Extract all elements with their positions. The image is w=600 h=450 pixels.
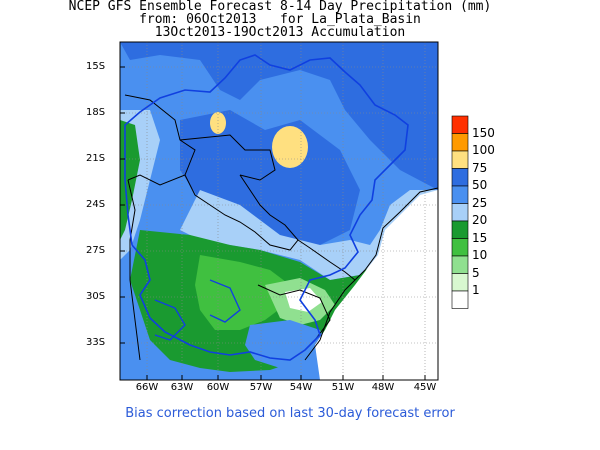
precip-band-50-75-central — [180, 110, 360, 245]
lat-label-18s: 18S — [86, 107, 106, 118]
precip-band-25-50-south — [245, 320, 330, 368]
precip-band-75-100-central — [272, 126, 308, 168]
colorbar-label-75: 75 — [472, 161, 488, 175]
la-plata-basin-outline — [124, 54, 409, 361]
precip-band-20-25-east — [180, 190, 438, 280]
colorbar-swatch-7 — [451, 238, 469, 257]
lon-label-66w: 66W — [135, 382, 159, 393]
colorbar-swatch-2 — [451, 150, 469, 169]
coastline — [304, 187, 439, 361]
graticule — [120, 42, 438, 380]
lon-label-54w: 54W — [289, 382, 313, 393]
colorbar-label-1: 1 — [472, 283, 480, 297]
colorbar-label-100: 100 — [472, 143, 495, 157]
colorbar-swatch-9 — [451, 273, 469, 292]
lat-label-30s: 30S — [86, 291, 106, 302]
colorbar-label-150: 150 — [472, 126, 495, 140]
lat-label-15s: 15S — [86, 61, 106, 72]
lon-label-51w: 51W — [331, 382, 355, 393]
border-uruguay — [257, 284, 331, 341]
sub-basin-outline-sw — [154, 299, 186, 341]
lon-label-60w: 60W — [206, 382, 230, 393]
colorbar-swatch-1 — [451, 133, 469, 152]
lat-label-21s: 21S — [86, 153, 106, 164]
colorbar-label-15: 15 — [472, 231, 488, 245]
border-bolivia-paraguay — [184, 174, 211, 206]
colorbar-swatch-0 — [451, 115, 469, 134]
colorbar-swatch-4 — [451, 185, 469, 204]
colorbar-swatch-6 — [451, 220, 469, 239]
map-title: NCEP GFS Ensemble Forecast 8-14 Day Prec… — [68, 0, 492, 14]
lon-label-48w: 48W — [371, 382, 395, 393]
border-bolivia-brazil — [179, 134, 276, 181]
border-peru-bolivia-chile — [124, 94, 196, 186]
colorbar — [451, 115, 469, 309]
precip-field — [120, 42, 438, 380]
precip-band-10-15 — [195, 255, 290, 330]
lon-label-57w: 57W — [249, 382, 273, 393]
lon-label-63w: 63W — [170, 382, 194, 393]
colorbar-label-10: 10 — [472, 248, 488, 262]
border-chile-argentina — [127, 179, 141, 361]
colorbar-swatch-8 — [451, 255, 469, 274]
map-accumulation-period: 13Oct2013-19Oct2013 Accumulation — [154, 25, 406, 40]
precip-band-50-75-north — [120, 42, 438, 190]
lon-label-45w: 45W — [413, 382, 437, 393]
colorbar-label-25: 25 — [472, 196, 488, 210]
country-borders — [124, 94, 439, 361]
colorbar-swatch-3 — [451, 168, 469, 187]
colorbar-label-20: 20 — [472, 213, 488, 227]
colorbar-label-50: 50 — [472, 178, 488, 192]
colorbar-label-5: 5 — [472, 266, 480, 280]
plot-frame — [119, 41, 439, 381]
lat-label-33s: 33S — [86, 337, 106, 348]
axis-ticks — [120, 66, 426, 380]
lat-label-24s: 24S — [86, 199, 106, 210]
border-paraguay — [209, 174, 299, 251]
precip-band-below-1 — [285, 288, 322, 312]
sub-basin-outline-center — [209, 279, 241, 323]
map-subtitle: from: 06Oct2013 for La_Plata_Basin — [139, 12, 421, 27]
ocean-no-data — [315, 190, 438, 380]
bias-correction-note: Bias correction based on last 30-day for… — [125, 406, 455, 421]
colorbar-swatch-10 — [451, 290, 469, 309]
border-brazil-argentina — [297, 239, 356, 281]
colorbar-swatch-5 — [451, 203, 469, 222]
lat-label-27s: 27S — [86, 245, 106, 256]
